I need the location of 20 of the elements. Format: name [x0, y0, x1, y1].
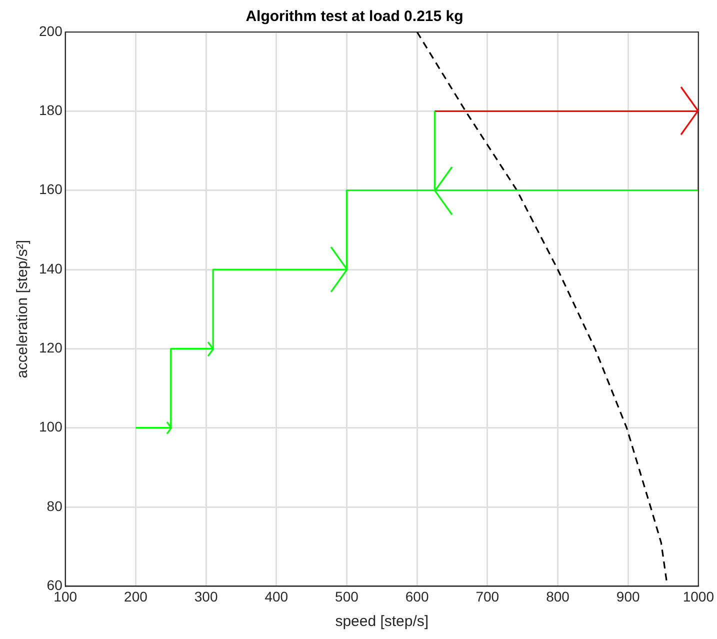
x-tick-label: 1000 [682, 588, 714, 604]
x-tick-label: 200 [124, 588, 148, 604]
x-tick-label: 900 [616, 588, 640, 604]
y-tick-label: 80 [46, 498, 63, 514]
y-tick-label: 120 [39, 340, 63, 356]
y-tick-label: 100 [39, 418, 63, 435]
x-axis-title: speed [step/s] [335, 613, 429, 630]
x-tick-label: 600 [405, 588, 429, 604]
y-tick-label: 200 [39, 22, 63, 39]
y-tick-label: 160 [39, 181, 63, 198]
x-tick-label: 800 [546, 588, 570, 604]
x-tick-label: 300 [194, 588, 218, 604]
x-tick-label: 500 [335, 588, 359, 604]
x-tick-label: 700 [476, 588, 500, 604]
line-series [416, 32, 668, 584]
y-axis-title: acceleration [step/s²] [14, 240, 32, 378]
y-tick-label: 140 [39, 260, 63, 276]
y-tick-label: 180 [39, 102, 63, 118]
x-tick-label: 400 [264, 588, 288, 604]
chart-title: Algorithm test at load 0.215 kg [246, 8, 464, 26]
